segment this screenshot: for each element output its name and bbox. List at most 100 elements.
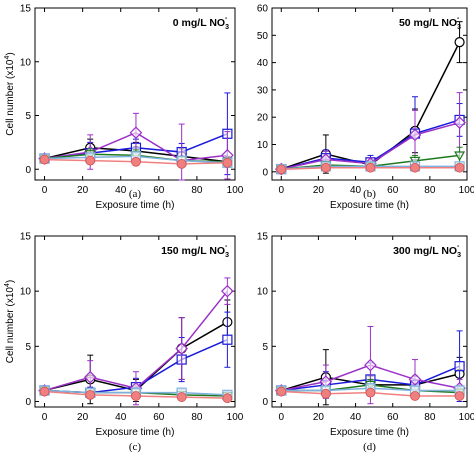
plot-frame [34,235,236,408]
y-axis-label-exponent: 4 [4,56,11,60]
y-axis-label-end: ) [5,52,16,55]
panel-title: 50 mg/L NO3- [399,15,461,31]
y-tick-label: 15 [257,232,269,243]
plot-frame [271,235,468,408]
y-tick-label: 5 [25,342,31,353]
y-tick-label: 50 [257,31,269,42]
y-tick-label: 0 [262,397,268,408]
y-tick-label: 30 [257,85,269,96]
y-tick-label: 0 [262,167,268,178]
series-6 [276,162,465,175]
panel-title-superscript: - [457,243,460,250]
data-point [410,162,420,173]
data-point [453,116,466,130]
x-axis-label: Exposure time (h) [330,200,409,211]
data-point [129,126,143,140]
data-point [131,391,141,401]
y-tick-label: 5 [262,342,268,353]
series-3 [38,112,234,181]
data-point [39,386,50,397]
data-point [222,393,233,404]
x-tick-label: 60 [387,412,399,423]
data-point [454,391,465,401]
panel-letter: (a) [129,188,142,200]
series-1 [276,21,465,175]
x-tick-label: 60 [153,185,165,196]
x-tick-label: 100 [227,185,244,196]
x-tick-label: 80 [191,412,203,423]
x-tick-label: 80 [424,185,436,196]
panel-title-main: 300 mg/L NO [393,245,457,257]
y-axis-label-main: Cell number (x10 [5,59,16,136]
y-tick-label: 10 [20,57,32,68]
data-point [39,154,50,165]
chart-panel-2: 0 20 40 60 80 100 0 10 20 30 40 50 60 Exposure time (… [257,4,474,212]
x-axis-label: Exposure time (h) [330,427,409,438]
panel-title-main: 150 mg/L NO [161,245,225,257]
panel-title: 300 mg/L NO3 - [393,243,461,259]
data-point [176,392,187,402]
data-point [365,387,376,398]
y-tick-label: 5 [25,111,31,122]
series-6 [39,386,233,404]
y-tick-label: 10 [20,287,32,298]
chart-panel-3: 0 20 40 60 80 100 0 5 10 15 Exposure time (h) Cell … [4,232,244,454]
panel-title-superscript: - [225,15,228,22]
y-axis-label: Cell number (x104) [4,52,16,135]
panel-title-subscript: 3 [225,24,229,31]
panel-letter: (d) [363,441,376,453]
plot-frame [271,7,468,181]
panel-letter: (b) [363,188,376,200]
y-axis-label-main: Cell number (x10 [5,287,16,364]
x-tick-label: 20 [77,185,89,196]
y-tick-label: 60 [257,4,269,15]
panel-title: 0 mg/L NO3 - [173,15,229,31]
data-point [85,155,96,166]
data-point [276,386,287,397]
x-tick-label: 20 [313,185,325,196]
data-point [175,342,189,355]
x-tick-label: 100 [459,185,474,196]
panel-title-main: 50 mg/L NO [399,17,457,29]
series-6 [276,386,465,401]
panel-title-main: 0 mg/L NO [173,17,225,29]
panel-title: 150 mg/L NO3 - [161,243,229,259]
data-point [320,388,331,399]
data-point [410,391,420,401]
x-tick-label: 0 [279,412,285,423]
x-tick-label: 60 [387,185,399,196]
x-tick-label: 0 [279,185,285,196]
data-point [454,151,466,162]
data-point [222,334,233,345]
data-point [365,162,376,173]
data-point [454,37,465,48]
x-tick-label: 100 [227,412,244,423]
data-point [364,358,377,372]
panel-title-superscript: - [225,243,228,250]
panel-letter: (c) [129,441,142,453]
data-point [408,373,422,386]
x-tick-label: 40 [115,412,127,423]
x-axis-label: Exposure time (h) [96,200,175,211]
panel-title-subscript: 3 [457,252,461,259]
y-axis-label-end: ) [5,280,16,283]
y-tick-label: 10 [257,287,269,298]
y-tick-label: 20 [257,113,269,124]
plot-frame [34,7,236,181]
panel-title-superscript: - [457,15,460,22]
x-tick-label: 20 [313,412,325,423]
series-line [281,41,461,170]
series-6 [39,154,233,169]
x-tick-label: 40 [115,185,127,196]
data-point [320,162,331,173]
y-tick-label: 0 [25,165,31,176]
data-point [221,284,234,298]
y-axis-label: Cell number (x104) [4,280,16,363]
series-3 [38,277,234,406]
panel-title-subscript: 3 [225,252,229,259]
y-tick-label: 0 [25,397,31,408]
data-point [131,156,141,167]
data-point [454,162,465,173]
y-tick-label: 40 [257,58,269,69]
